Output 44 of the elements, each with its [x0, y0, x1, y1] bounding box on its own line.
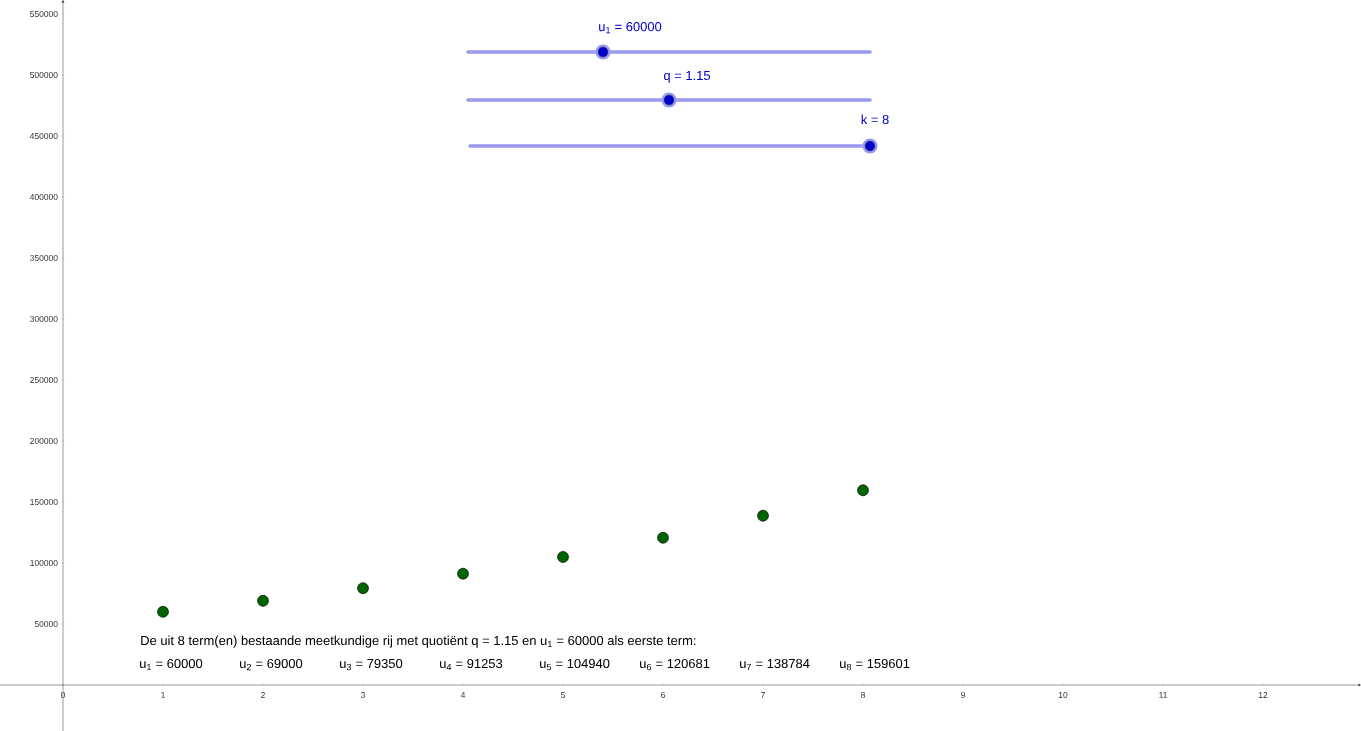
x-tick-label: 8	[861, 692, 865, 699]
annotation: k = 8	[861, 114, 889, 125]
x-tick-label: 3	[360, 692, 365, 699]
annotation: q = 1.15	[663, 71, 711, 83]
x-tick-label: 7	[761, 692, 765, 698]
x-tick-label: 2	[261, 692, 265, 698]
annotation: u$_{1}$ = 60000	[599, 22, 662, 34]
annotation: u$_{5}$ = 104940	[540, 658, 610, 671]
x-tick-label: 1	[161, 692, 165, 698]
point	[357, 582, 369, 594]
x-tick-label: 9	[961, 692, 965, 699]
y-tick-label: 300000	[30, 316, 58, 322]
x-tick-label: 0	[60, 692, 66, 699]
y-tick-label: 450000	[29, 133, 58, 139]
y-tick-label: 100000	[30, 560, 58, 566]
annotation: u$_{3}$ = 79350	[340, 658, 403, 671]
annotation: u$_{2}$ = 69000	[240, 658, 303, 671]
y-tick-label: 400000	[29, 194, 58, 200]
y-tick-label: 250000	[30, 377, 58, 383]
point	[557, 551, 569, 563]
x-tick-label: 5	[561, 692, 566, 698]
y-tick-label: 500000	[30, 72, 58, 78]
annotation: u$_{1}$ = 60000	[140, 658, 203, 671]
point	[857, 484, 869, 497]
y-tick-label: 200000	[30, 438, 58, 444]
annotation: u$_{7}$ = 138784	[740, 658, 810, 671]
annotation: u$_{6}$ = 120681	[640, 658, 710, 671]
point	[457, 567, 469, 580]
y-tick-label: 350000	[30, 255, 58, 261]
x-tick-label: 10	[1058, 692, 1068, 699]
annotation: De uit 8 term(en) bestaande meetkundige rij met quotiënt q = 1.15 en u$_{1}$ = 60000 als eerste term:	[141, 635, 696, 648]
x-tick-label: 12	[1258, 692, 1268, 698]
point	[657, 531, 669, 544]
x-tick-label: 4	[460, 692, 466, 698]
point	[257, 595, 269, 607]
y-tick-label: 150000	[30, 499, 58, 505]
y-tick-label: 50000	[34, 621, 58, 627]
y-tick-label: 550000	[30, 11, 58, 17]
point	[757, 509, 769, 522]
annotation: u$_{8}$ = 159601	[840, 658, 910, 671]
x-tick-label: 6	[661, 692, 665, 699]
annotation: u$_{4}$ = 91253	[440, 658, 503, 671]
point	[157, 606, 169, 618]
x-tick-label: 11	[1159, 692, 1167, 698]
